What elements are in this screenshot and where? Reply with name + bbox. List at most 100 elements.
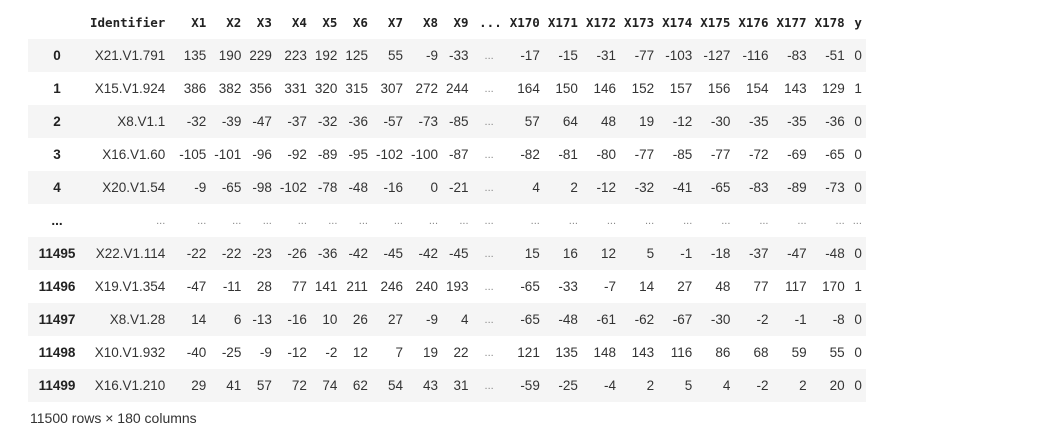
table-cell: -2 [325,345,338,360]
row-index: 11498 [38,345,76,360]
table-cell: -73 [825,180,845,195]
table-cell: 0 [854,345,862,360]
table-cell: 307 [380,81,403,96]
table-cell: ... [484,313,494,326]
table-cell: 1 [854,279,862,294]
table-cell: 223 [284,48,307,63]
table-cell: -102 [375,147,403,162]
table-cell: 57 [256,378,272,393]
table-cell: 157 [669,81,693,96]
row-index: 11495 [38,246,76,261]
table-cell: -62 [634,312,655,327]
column-header: X175 [700,15,731,30]
table-cell: 1 [854,81,862,96]
table-cell: -36 [317,246,338,261]
row-index: 11499 [38,378,76,393]
row-index: 11496 [38,279,76,294]
table-cell: ... [835,214,845,227]
table-cell: ... [232,214,242,227]
table-cell: 150 [555,81,578,96]
column-header: X4 [291,15,307,30]
table-cell: ... [262,214,272,227]
table-cell: -100 [410,147,439,162]
table-cell: 19 [422,345,439,360]
dataframe-table: Identifier X1 X2 X3 X4 X5 X6 X7 X8 X9... X170 X171 X… [28,6,866,402]
table-cell: -33 [558,279,578,294]
row-index: 4 [53,180,61,195]
table-cell: -65 [520,312,540,327]
table-cell: 14 [191,312,207,327]
table-cell: 0 [854,180,862,195]
table-cell: X8.V1.28 [109,312,166,327]
column-header: X178 [814,15,845,30]
row-index: ... [51,213,63,228]
table-cell: 64 [562,114,578,129]
table-cell: X20.V1.54 [102,180,166,195]
table-cell: -26 [287,246,307,261]
column-header: y [854,15,862,30]
table-cell: 229 [249,48,272,63]
table-cell: -116 [742,48,769,63]
table-cell: -45 [383,246,403,261]
table-cell: -25 [558,378,578,393]
column-header: X176 [738,15,769,30]
table-cell: -48 [825,246,845,261]
table-cell: -59 [520,378,540,393]
table-cell: 0 [854,48,862,63]
table-cell: 19 [639,114,655,129]
table-cell: -1 [680,246,693,261]
table-cell: -31 [596,48,617,63]
table-cell: -45 [449,246,469,261]
table-cell: ... [568,214,578,227]
table-row: 11496 X19.V1.354 -47 -11 28 77 141 211 246 240 193… [28,270,866,303]
table-cell: 141 [314,279,338,294]
table-cell: -37 [287,114,307,129]
table-cell: -21 [449,180,469,195]
table-cell: -18 [710,246,731,261]
table-cell: -72 [748,147,769,162]
table-cell: -15 [558,48,578,63]
table-cell: -87 [449,147,469,162]
table-row: 11497 X8.V1.28 14 6 -13 -16 10 26 27 -9 4... -65 -48… [28,303,866,336]
table-cell: 0 [854,312,862,327]
table-cell: X19.V1.354 [94,279,166,294]
table-cell: -2 [756,378,769,393]
table-cell: -39 [221,114,242,129]
column-header: X174 [662,15,693,30]
table-cell: -102 [279,180,307,195]
table-cell: ... [484,115,494,128]
table-cell: -16 [383,180,403,195]
table-cell: -23 [252,246,272,261]
table-cell: 2 [799,378,807,393]
table-cell: 190 [218,48,242,63]
table-cell: 4 [461,312,469,327]
table-cell: -98 [252,180,272,195]
table-cell: 27 [387,312,403,327]
table-row: 2 X8.V1.1 -32 -39 -47 -37 -32 -36 -57 -73 -85... 57… [28,105,866,138]
table-cell: -42 [418,246,439,261]
table-cell: ... [197,214,207,227]
table-cell: 386 [183,81,207,96]
table-cell: -51 [825,48,845,63]
table-cell: 4 [532,180,540,195]
table-cell: 246 [380,279,403,294]
row-index: 1 [53,81,61,96]
table-cell: 154 [745,81,769,96]
table-cell: 4 [722,378,731,393]
table-cell: -80 [596,147,617,162]
table-cell: -9 [259,345,272,360]
table-cell: -92 [287,147,307,162]
table-cell: -77 [634,48,655,63]
table-cell: -81 [558,147,578,162]
column-header: X177 [776,15,807,30]
table-cell: -13 [252,312,272,327]
table-cell: 116 [670,345,693,360]
table-row: 11495 X22.V1.114 -22 -22 -23 -26 -36 -42 -45 -42-… [28,237,866,270]
table-cell: 0 [854,114,862,129]
column-header: ... [479,15,502,30]
table-cell: 0 [854,147,862,162]
table-cell: 5 [684,378,693,393]
table-cell: -11 [222,279,242,294]
table-cell: ... [393,214,403,227]
